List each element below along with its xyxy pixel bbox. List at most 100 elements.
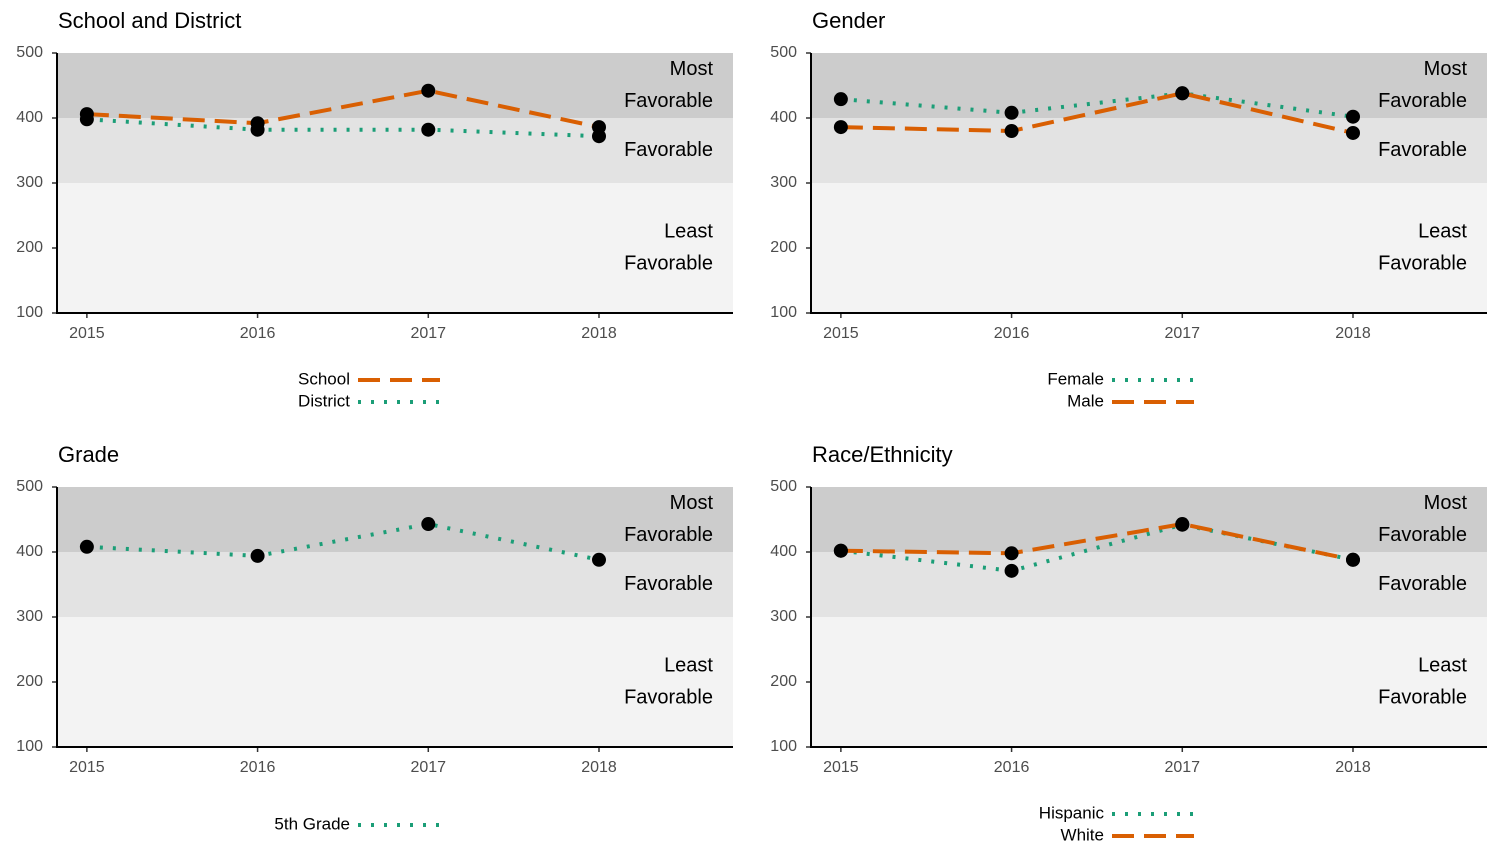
- point: [591, 552, 606, 567]
- x-tick-label: 2017: [1164, 325, 1200, 342]
- band: [811, 487, 1487, 552]
- chart-title: School and District: [58, 8, 241, 33]
- band: [811, 53, 1487, 118]
- point: [833, 543, 848, 558]
- point: [421, 122, 436, 137]
- x-tick-label: 2015: [823, 759, 859, 776]
- series-line: [840, 91, 1354, 119]
- series-line: [86, 522, 600, 562]
- band-label: Favorable: [624, 90, 713, 112]
- point: [1175, 517, 1190, 532]
- point: [250, 548, 265, 563]
- legend-label: District: [298, 391, 350, 410]
- point: [1004, 124, 1019, 138]
- y-tick-label: 200: [16, 673, 43, 690]
- band-label: Favorable: [624, 573, 713, 595]
- point: [1004, 105, 1019, 120]
- y-tick-label: 500: [770, 478, 797, 495]
- legend-label: Female: [1047, 369, 1104, 388]
- x-tick-label: 2017: [410, 325, 446, 342]
- x-tick-label: 2017: [1164, 759, 1200, 776]
- band: [57, 53, 733, 118]
- series-line: [840, 522, 1354, 573]
- y-tick-label: 400: [16, 109, 43, 126]
- band-label: Favorable: [1378, 524, 1467, 546]
- band-label: Favorable: [624, 139, 713, 161]
- y-tick-label: 400: [770, 543, 797, 560]
- point: [833, 120, 848, 135]
- point: [250, 122, 265, 137]
- x-tick-label: 2015: [69, 325, 105, 342]
- band: [57, 118, 733, 183]
- y-tick-label: 300: [16, 608, 43, 625]
- x-tick-label: 2016: [240, 759, 276, 776]
- x-tick-label: 2018: [1335, 325, 1371, 342]
- band-label: Favorable: [1378, 686, 1467, 708]
- x-tick-label: 2018: [1335, 759, 1371, 776]
- panel: Grade Most Favorable Favorable Least Favorabl…: [16, 442, 733, 833]
- band-label: Most: [670, 492, 714, 514]
- y-tick-label: 100: [16, 304, 43, 321]
- band: [57, 552, 733, 617]
- band: [811, 183, 1487, 313]
- x-tick-label: 2015: [69, 759, 105, 776]
- x-tick-label: 2016: [994, 759, 1030, 776]
- chart-title: Grade: [58, 442, 119, 467]
- x-tick-label: 2018: [581, 325, 617, 342]
- y-tick-label: 400: [16, 543, 43, 560]
- x-tick-label: 2015: [823, 325, 859, 342]
- band-label: Favorable: [1378, 252, 1467, 274]
- point: [1004, 546, 1019, 561]
- y-tick-label: 400: [770, 109, 797, 126]
- y-tick-label: 300: [770, 174, 797, 191]
- band-label: Most: [670, 58, 714, 80]
- band-label: Least: [664, 220, 713, 242]
- series-line: [86, 88, 600, 130]
- x-tick-label: 2018: [581, 759, 617, 776]
- band: [57, 487, 733, 552]
- y-tick-label: 100: [770, 738, 797, 755]
- band-label: Favorable: [624, 686, 713, 708]
- y-tick-label: 200: [770, 239, 797, 256]
- x-tick-label: 2016: [994, 325, 1030, 342]
- band-label: Most: [1424, 492, 1468, 514]
- y-tick-label: 100: [16, 738, 43, 755]
- band-label: Favorable: [1378, 573, 1467, 595]
- series-line: [840, 522, 1354, 562]
- band-label: Favorable: [624, 524, 713, 546]
- y-tick-label: 500: [770, 44, 797, 61]
- y-tick-label: 200: [16, 239, 43, 256]
- point: [1345, 552, 1360, 567]
- band-label: Least: [1418, 654, 1467, 676]
- y-tick-label: 300: [16, 174, 43, 191]
- point: [833, 92, 848, 107]
- legend-label: Hispanic: [1039, 803, 1105, 822]
- series-line: [840, 91, 1354, 135]
- point: [421, 83, 436, 98]
- band-label: Favorable: [1378, 139, 1467, 161]
- x-tick-label: 2016: [240, 325, 276, 342]
- band: [57, 617, 733, 747]
- band-label: Least: [1418, 220, 1467, 242]
- point: [1345, 109, 1360, 124]
- band: [811, 552, 1487, 617]
- y-tick-label: 300: [770, 608, 797, 625]
- point: [79, 539, 94, 554]
- legend-label: School: [298, 369, 350, 388]
- band: [811, 617, 1487, 747]
- band-label: Favorable: [1378, 90, 1467, 112]
- chart-title: Race/Ethnicity: [812, 442, 953, 467]
- band: [57, 183, 733, 313]
- point: [1004, 563, 1019, 578]
- legend-label: Male: [1067, 391, 1104, 410]
- band-label: Most: [1424, 58, 1468, 80]
- band-label: Favorable: [624, 252, 713, 274]
- point: [1175, 86, 1190, 101]
- legend-label: White: [1061, 825, 1104, 844]
- band-label: Least: [664, 654, 713, 676]
- y-tick-label: 500: [16, 478, 43, 495]
- chart-title: Gender: [812, 8, 885, 33]
- y-tick-label: 500: [16, 44, 43, 61]
- point: [79, 112, 94, 127]
